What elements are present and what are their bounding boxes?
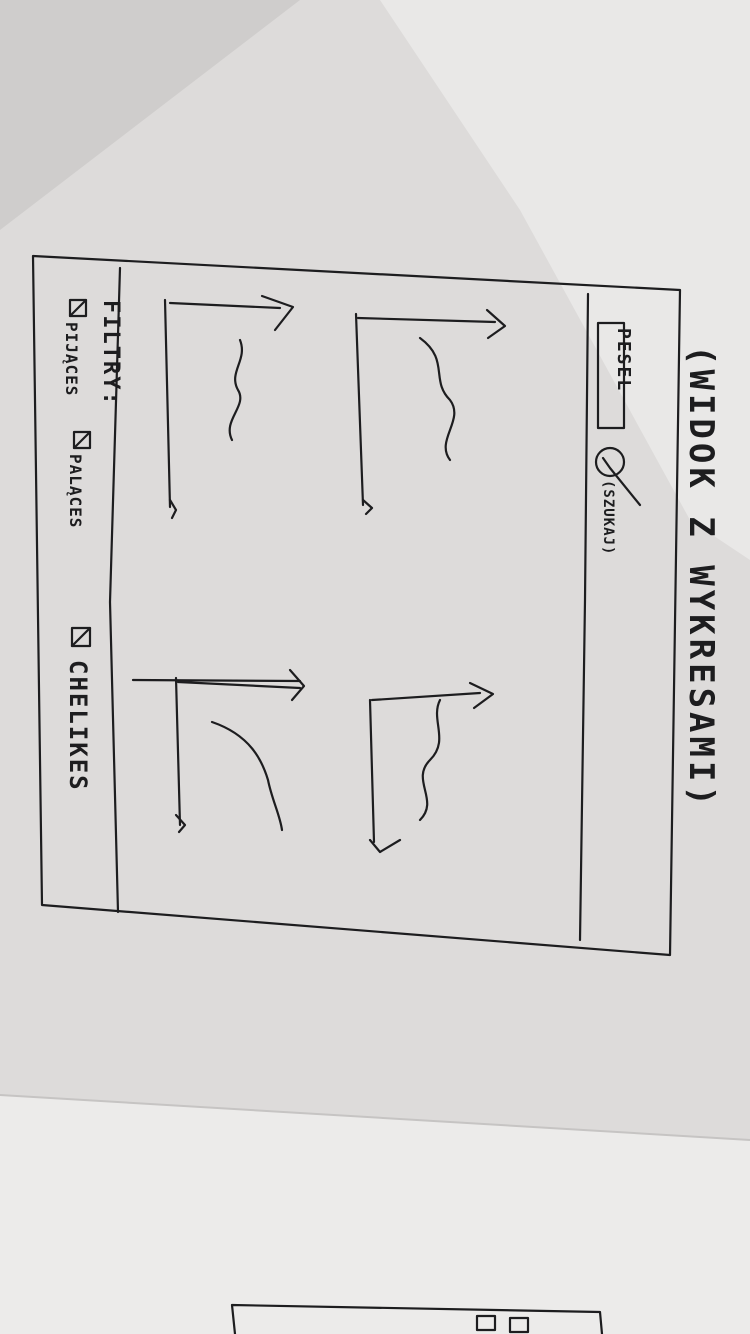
chart-1 (163, 294, 295, 520)
filter-option-3: CHELIKES (64, 660, 92, 792)
outer-frame (31, 254, 682, 957)
filter-option-2: PALĄCES (66, 454, 85, 528)
search-button-label: (SZUKAJ) (600, 480, 616, 555)
chart-3 (174, 668, 306, 834)
filters-label: FILTRY: (98, 300, 123, 407)
filter-option-1: PIJĄCES (62, 322, 81, 396)
bottom-checkbox-1 (475, 1314, 497, 1332)
pesel-label: PESEL (613, 328, 634, 392)
bottom-sketch-frame (230, 1303, 604, 1334)
search-check-mark (601, 456, 642, 507)
chart-2 (354, 308, 507, 516)
filter-checkbox-2 (72, 430, 92, 450)
chart-4 (368, 681, 495, 854)
search-check-icon (594, 446, 626, 478)
sidebar-divider (108, 266, 122, 914)
bottom-checkbox-2 (508, 1316, 530, 1334)
filter-checkbox-1 (68, 298, 88, 318)
search-bar-divider (578, 292, 590, 942)
chart-split-line (131, 678, 302, 683)
pesel-input-box (596, 321, 626, 430)
sketch-title: (WIDOK Z WYKRESAMI) (681, 345, 721, 810)
filter-checkbox-3 (70, 626, 92, 648)
